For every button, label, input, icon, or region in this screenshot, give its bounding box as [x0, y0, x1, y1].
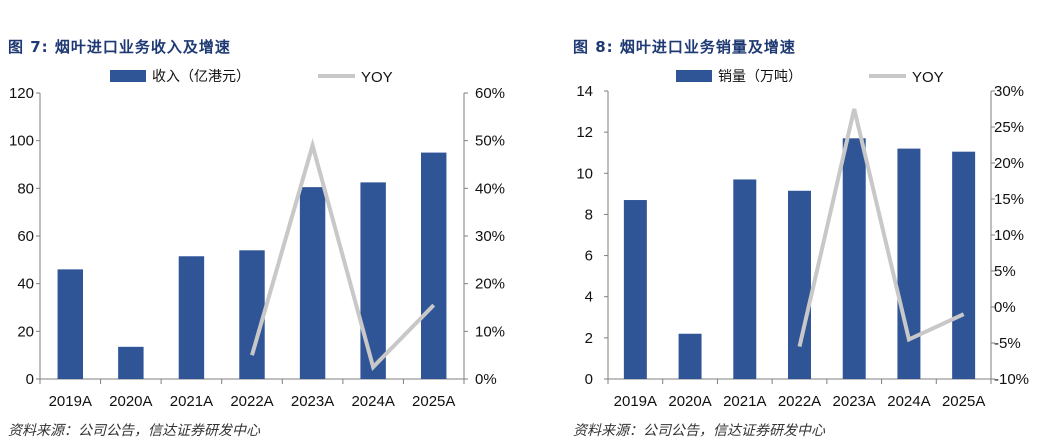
- figure-8-left-tick-label: 4: [585, 289, 593, 306]
- figure-8-left-tick-label: 14: [576, 83, 593, 100]
- figure-7-bar-2025A: [420, 152, 447, 379]
- figure-8-category-label: 2024A: [887, 393, 930, 410]
- figure-7-bar-2024A: [360, 182, 386, 379]
- figure-7-right-tick-label: 40%: [475, 180, 505, 197]
- figure-7-legend-line-label: YOY: [361, 69, 393, 86]
- figure-7-category-label: 2019A: [49, 393, 92, 410]
- figure-8-right-tick-label: 25%: [994, 119, 1024, 136]
- figure-8-legend-line-label: YOY: [912, 69, 944, 86]
- figure-7-right-tick-label: 10%: [475, 323, 505, 340]
- figure-8-left-tick-label: 10: [576, 165, 593, 182]
- figure-7-left-tick-label: 120: [9, 85, 34, 102]
- figure-8-legend-bar-swatch: [676, 70, 712, 82]
- figure-8-right-tick-label: 5%: [994, 263, 1016, 280]
- figure-8-category-label: 2025A: [942, 393, 985, 410]
- figure-7-legend-bar-label: 收入（亿港元）: [152, 68, 250, 84]
- figure-7-chart: 0 20 40 60 80 100 120 0% 10% 20% 30% 40% 50% 60% 2019A…: [9, 68, 505, 410]
- figure-8-bar-2024A: [897, 148, 921, 379]
- figure-8-category-label: 2020A: [668, 393, 711, 410]
- figure-7-right-tick-label: 50%: [475, 133, 505, 150]
- figure-8-bar-2020A: [678, 333, 702, 379]
- figure-7-legend-bar-swatch: [110, 70, 146, 82]
- figure-8-title: 图 8: 烟叶进口业务销量及增速: [573, 36, 796, 57]
- figure-7-right-tick-label: 30%: [475, 228, 505, 245]
- figure-8-right-tick-label: -10%: [994, 371, 1029, 388]
- figure-7-left-tick-label: 20: [17, 323, 34, 340]
- figure-7-bar-2023A: [299, 187, 326, 379]
- figure-7-title: 图 7: 烟叶进口业务收入及增速: [8, 36, 231, 57]
- figure-7-category-label: 2024A: [351, 393, 394, 410]
- figure-8-right-tick-label: -5%: [994, 335, 1021, 352]
- figure-8-left-tick-label: 2: [585, 330, 593, 347]
- figure-8-category-label: 2023A: [833, 393, 876, 410]
- figure-7-bar-2022A: [239, 250, 265, 379]
- figure-8-left-tick-label: 0: [585, 371, 593, 388]
- figure-7-category-label: 2023A: [291, 393, 334, 410]
- figure-8-left-tick-label: 6: [585, 248, 593, 265]
- figure-7-left-tick-label: 100: [9, 133, 34, 150]
- figure-8-left-tick-label: 12: [576, 124, 593, 141]
- figure-8-bar-2019A: [623, 200, 647, 379]
- figure-8-right-tick-label: 10%: [994, 227, 1024, 244]
- figure-8-right-tick-label: 0%: [994, 299, 1016, 316]
- figure-7-category-label: 2022A: [230, 393, 273, 410]
- figure-8-right-tick-label: 30%: [994, 83, 1024, 100]
- figure-8-bar-2025A: [952, 151, 976, 379]
- figure-7-bar-2020A: [118, 346, 144, 379]
- figure-8-category-label: 2022A: [778, 393, 821, 410]
- figure-7-label: 图 7:: [8, 38, 49, 56]
- figure-8-bar-2023A: [842, 138, 866, 379]
- figure-8-right-tick-label: 20%: [994, 155, 1024, 172]
- figure-7-left-tick-label: 60: [17, 228, 34, 245]
- figure-8-category-label: 2021A: [723, 393, 766, 410]
- figure-7-left-tick-label: 0: [26, 371, 34, 388]
- figure-7-bar-2019A: [57, 269, 84, 379]
- figure-8-source: 资料来源：公司公告，信达证券研发中心: [573, 423, 825, 439]
- figure-8-left-tick-label: 8: [585, 206, 593, 223]
- figure-7-right-tick-label: 20%: [475, 276, 505, 293]
- figure-8-label: 图 8:: [573, 38, 614, 56]
- figure-8-category-label: 2019A: [614, 393, 657, 410]
- figure-8-title-text: 烟叶进口业务销量及增速: [619, 38, 796, 56]
- figure-7-left-tick-label: 40: [17, 276, 34, 293]
- figure-7-category-label: 2025A: [412, 393, 455, 410]
- figure-7-category-label: 2020A: [109, 393, 152, 410]
- figure-7-panel: 图 7: 烟叶进口业务收入及增速 0 20 40 60 80 100 120 0% 10% 20%…: [0, 0, 520, 445]
- figure-7-yoy-line: [250, 138, 436, 371]
- figure-7-bar-2021A: [178, 256, 205, 379]
- figure-8-bar-2021A: [733, 179, 757, 379]
- figure-7-title-text: 烟叶进口业务收入及增速: [54, 38, 231, 56]
- figure-8-chart: 0 2 4 6 8 10 12 14 -10% -5% 0% 5% 10% 15% 20% 25% 30% 201…: [576, 68, 1029, 410]
- figure-7-right-tick-label: 0%: [475, 371, 497, 388]
- figure-7-source: 资料来源：公司公告，信达证券研发中心: [8, 423, 260, 439]
- figure-8-right-tick-label: 15%: [994, 191, 1024, 208]
- figure-8-bar-2022A: [788, 190, 811, 379]
- figure-7-right-tick-label: 60%: [475, 85, 505, 102]
- figure-7-category-label: 2021A: [170, 393, 213, 410]
- figure-8-panel: 图 8: 烟叶进口业务销量及增速 0 2 4 6 8 10 12 14 -10% -5% 0% 5% 1…: [568, 0, 1052, 445]
- figure-7-left-tick-label: 80: [17, 180, 34, 197]
- figure-8-legend-bar-label: 销量（万吨）: [718, 68, 802, 84]
- figure-8-yoy-line: [797, 108, 965, 348]
